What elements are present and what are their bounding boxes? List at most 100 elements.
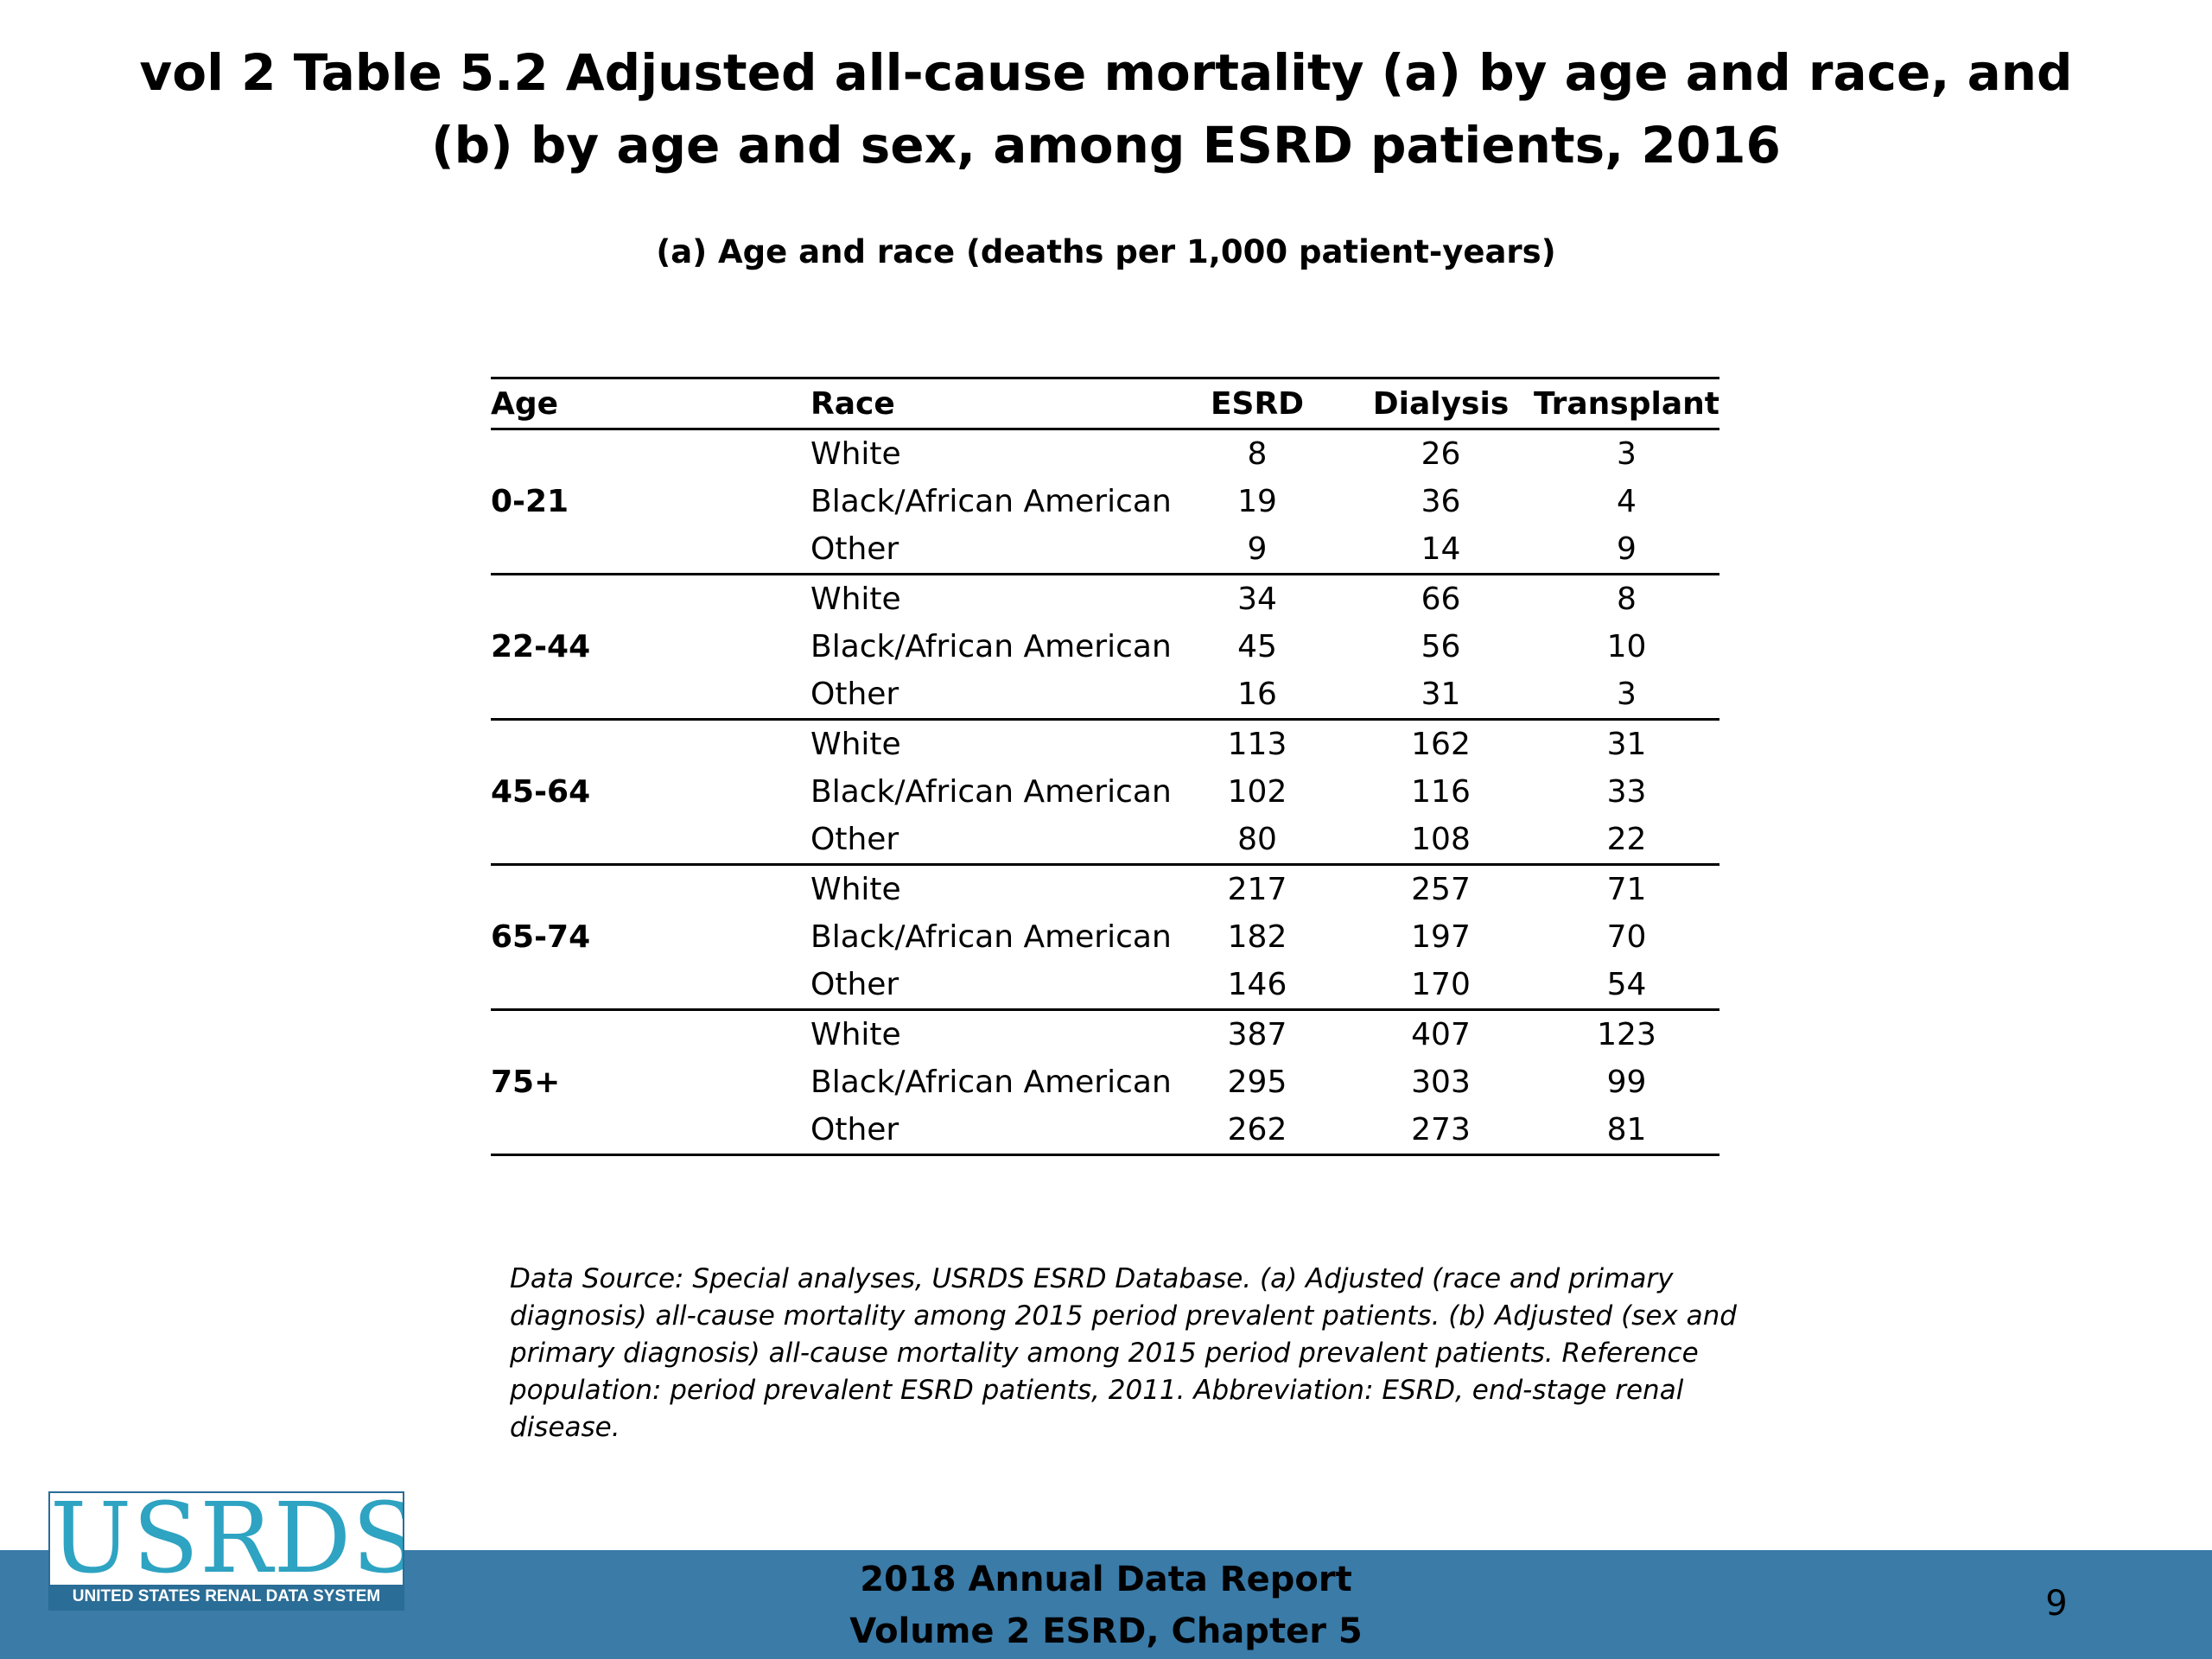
transplant-cell: 70	[1606, 919, 1647, 955]
dialysis-cell: 273	[1411, 1112, 1471, 1147]
dialysis-cell: 162	[1411, 727, 1471, 762]
dialysis-cell: 14	[1421, 531, 1461, 567]
dialysis-cell: 56	[1421, 629, 1461, 664]
logo-tagline: UNITED STATES RENAL DATA SYSTEM	[50, 1585, 403, 1609]
logo-wordmark: USRDS	[50, 1491, 404, 1595]
table-row: Other 262 273 81	[491, 1106, 1719, 1155]
footer-line-1: 2018 Annual Data Report	[860, 1560, 1352, 1599]
table-row: 65-74 White 217 257 71	[491, 865, 1719, 955]
age-cell: 0-21	[491, 484, 569, 519]
esrd-cell: 34	[1237, 582, 1277, 617]
esrd-cell: 8	[1247, 436, 1268, 472]
age-group-22-44: 22-44 White 34 66 8 Black/African Americ…	[491, 575, 1719, 720]
usrds-logo: USRDS UNITED STATES RENAL DATA SYSTEM	[48, 1491, 404, 1611]
transplant-cell: 99	[1606, 1065, 1647, 1100]
race-cell: Other	[810, 822, 899, 857]
age-cell: 45-64	[491, 774, 591, 810]
table-row: Other 9 14 9	[491, 525, 1719, 575]
transplant-cell: 4	[1617, 484, 1637, 519]
transplant-cell: 10	[1606, 629, 1647, 664]
race-cell: Black/African American	[810, 774, 1172, 810]
transplant-cell: 71	[1606, 872, 1647, 907]
transplant-cell: 9	[1617, 531, 1637, 567]
transplant-cell: 81	[1606, 1112, 1647, 1147]
age-cell: 65-74	[491, 919, 591, 955]
transplant-cell: 31	[1606, 727, 1647, 762]
race-cell: White	[810, 582, 901, 617]
header-esrd: ESRD	[1210, 385, 1305, 422]
race-cell: Other	[810, 967, 899, 1002]
dialysis-cell: 108	[1411, 822, 1471, 857]
table-row: Black/African American 19 36 4	[491, 478, 1719, 525]
age-group-65-74: 65-74 White 217 257 71 Black/African Ame…	[491, 865, 1719, 1010]
slide-title: vol 2 Table 5.2 Adjusted all-cause morta…	[139, 43, 2073, 175]
table-header: Age Race ESRD Dialysis Transplant	[491, 378, 1719, 429]
footer-report-title: 2018 Annual Data Report Volume 2 ESRD, C…	[760, 1554, 1452, 1657]
table-row: Black/African American 102 116 33	[491, 768, 1719, 816]
race-cell: White	[810, 727, 901, 762]
transplant-cell: 54	[1606, 967, 1647, 1002]
table-row: 0-21 White 8 26 3	[491, 429, 1719, 519]
esrd-cell: 80	[1237, 822, 1277, 857]
header-race: Race	[810, 385, 895, 422]
esrd-cell: 146	[1227, 967, 1287, 1002]
dialysis-cell: 407	[1411, 1017, 1471, 1052]
table-row: 75+ White 387 407 123	[491, 1010, 1719, 1100]
esrd-cell: 102	[1227, 774, 1287, 810]
race-cell: Black/African American	[810, 919, 1172, 955]
race-cell: Other	[810, 1112, 899, 1147]
transplant-cell: 22	[1606, 822, 1647, 857]
footer-line-2: Volume 2 ESRD, Chapter 5	[849, 1611, 1363, 1651]
esrd-cell: 113	[1227, 727, 1287, 762]
transplant-cell: 123	[1597, 1017, 1656, 1052]
header-transplant: Transplant	[1534, 385, 1719, 422]
esrd-cell: 217	[1227, 872, 1287, 907]
age-group-45-64: 45-64 White 113 162 31 Black/African Ame…	[491, 720, 1719, 865]
header-age: Age	[491, 385, 559, 422]
dialysis-cell: 26	[1421, 436, 1461, 472]
table-row: 45-64 White 113 162 31	[491, 720, 1719, 810]
race-cell: Black/African American	[810, 629, 1172, 664]
table-row: Black/African American 45 56 10	[491, 623, 1719, 671]
transplant-cell: 3	[1617, 436, 1637, 472]
data-source-note: Data Source: Special analyses, USRDS ESR…	[510, 1263, 1737, 1443]
race-cell: Other	[810, 677, 899, 712]
dialysis-cell: 31	[1421, 677, 1461, 712]
table-row: Black/African American 295 303 99	[491, 1058, 1719, 1106]
age-cell: 75+	[491, 1065, 561, 1100]
header-row: Age Race ESRD Dialysis Transplant	[491, 378, 1719, 429]
table-row: 22-44 White 34 66 8	[491, 575, 1719, 664]
age-group-0-21: 0-21 White 8 26 3 Black/African American…	[491, 429, 1719, 575]
race-cell: White	[810, 436, 901, 472]
race-cell: Black/African American	[810, 1065, 1172, 1100]
esrd-cell: 182	[1227, 919, 1287, 955]
dialysis-cell: 197	[1411, 919, 1471, 955]
table-row: Other 80 108 22	[491, 816, 1719, 865]
age-cell: 22-44	[491, 629, 591, 664]
dialysis-cell: 257	[1411, 872, 1471, 907]
race-cell: White	[810, 872, 901, 907]
transplant-cell: 3	[1617, 677, 1637, 712]
table-subtitle: (a) Age and race (deaths per 1,000 patie…	[656, 233, 1556, 270]
esrd-cell: 16	[1237, 677, 1277, 712]
race-cell: Other	[810, 531, 899, 567]
transplant-cell: 8	[1617, 582, 1637, 617]
dialysis-cell: 66	[1421, 582, 1461, 617]
dialysis-cell: 116	[1411, 774, 1471, 810]
page-number: 9	[2045, 1584, 2068, 1624]
table-row: Other 146 170 54	[491, 961, 1719, 1010]
age-group-75-plus: 75+ White 387 407 123 Black/African Amer…	[491, 1010, 1719, 1155]
esrd-cell: 387	[1227, 1017, 1287, 1052]
esrd-cell: 9	[1247, 531, 1268, 567]
dialysis-cell: 36	[1421, 484, 1461, 519]
transplant-cell: 33	[1606, 774, 1647, 810]
esrd-cell: 45	[1237, 629, 1277, 664]
mortality-table: Age Race ESRD Dialysis Transplant 0-21 W…	[491, 377, 1719, 1156]
dialysis-cell: 303	[1411, 1065, 1471, 1100]
esrd-cell: 262	[1227, 1112, 1287, 1147]
header-dialysis: Dialysis	[1372, 385, 1510, 422]
table-row: Black/African American 182 197 70	[491, 913, 1719, 961]
esrd-cell: 295	[1227, 1065, 1287, 1100]
race-cell: Black/African American	[810, 484, 1172, 519]
esrd-cell: 19	[1237, 484, 1277, 519]
